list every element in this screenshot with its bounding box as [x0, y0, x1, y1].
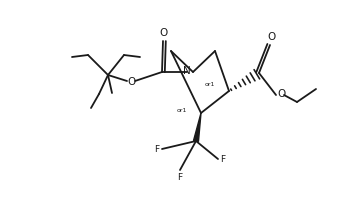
Text: N: N [183, 66, 191, 76]
Text: F: F [220, 154, 225, 164]
Text: O: O [277, 89, 285, 99]
Text: or1: or1 [205, 82, 215, 87]
Text: F: F [178, 173, 183, 181]
Text: or1: or1 [177, 107, 187, 112]
Text: O: O [267, 32, 275, 42]
Polygon shape [193, 113, 201, 141]
Text: O: O [127, 77, 135, 87]
Text: O: O [160, 28, 168, 38]
Text: F: F [154, 144, 159, 153]
